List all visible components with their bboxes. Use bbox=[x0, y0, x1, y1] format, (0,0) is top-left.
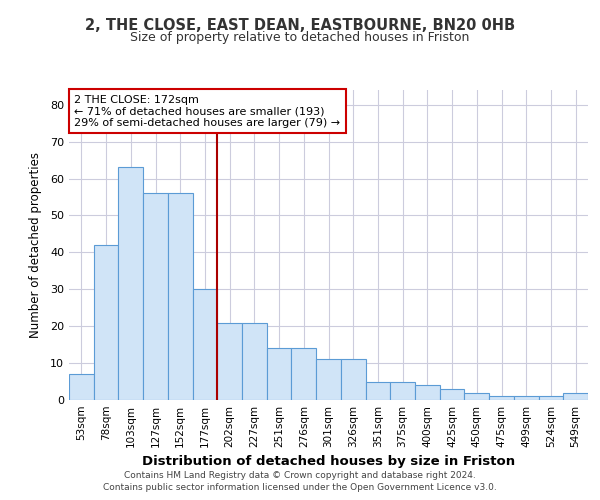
Bar bbox=[292, 348, 316, 400]
Text: 2, THE CLOSE, EAST DEAN, EASTBOURNE, BN20 0HB: 2, THE CLOSE, EAST DEAN, EASTBOURNE, BN2… bbox=[85, 18, 515, 32]
Bar bbox=[365, 382, 390, 400]
Text: Size of property relative to detached houses in Friston: Size of property relative to detached ho… bbox=[130, 31, 470, 44]
Y-axis label: Number of detached properties: Number of detached properties bbox=[29, 152, 41, 338]
Bar bbox=[390, 382, 415, 400]
Bar bbox=[168, 194, 193, 400]
Bar bbox=[118, 168, 143, 400]
Bar bbox=[193, 290, 217, 400]
Bar bbox=[563, 392, 588, 400]
Bar bbox=[539, 396, 563, 400]
Text: 2 THE CLOSE: 172sqm
← 71% of detached houses are smaller (193)
29% of semi-detac: 2 THE CLOSE: 172sqm ← 71% of detached ho… bbox=[74, 94, 340, 128]
Bar bbox=[267, 348, 292, 400]
Bar bbox=[94, 245, 118, 400]
Bar bbox=[440, 389, 464, 400]
Bar bbox=[242, 322, 267, 400]
Bar bbox=[415, 385, 440, 400]
Bar bbox=[341, 360, 365, 400]
Bar bbox=[514, 396, 539, 400]
Bar bbox=[217, 322, 242, 400]
Text: Contains HM Land Registry data © Crown copyright and database right 2024.
Contai: Contains HM Land Registry data © Crown c… bbox=[103, 471, 497, 492]
Bar bbox=[316, 360, 341, 400]
X-axis label: Distribution of detached houses by size in Friston: Distribution of detached houses by size … bbox=[142, 456, 515, 468]
Bar bbox=[69, 374, 94, 400]
Bar bbox=[464, 392, 489, 400]
Bar bbox=[489, 396, 514, 400]
Bar bbox=[143, 194, 168, 400]
